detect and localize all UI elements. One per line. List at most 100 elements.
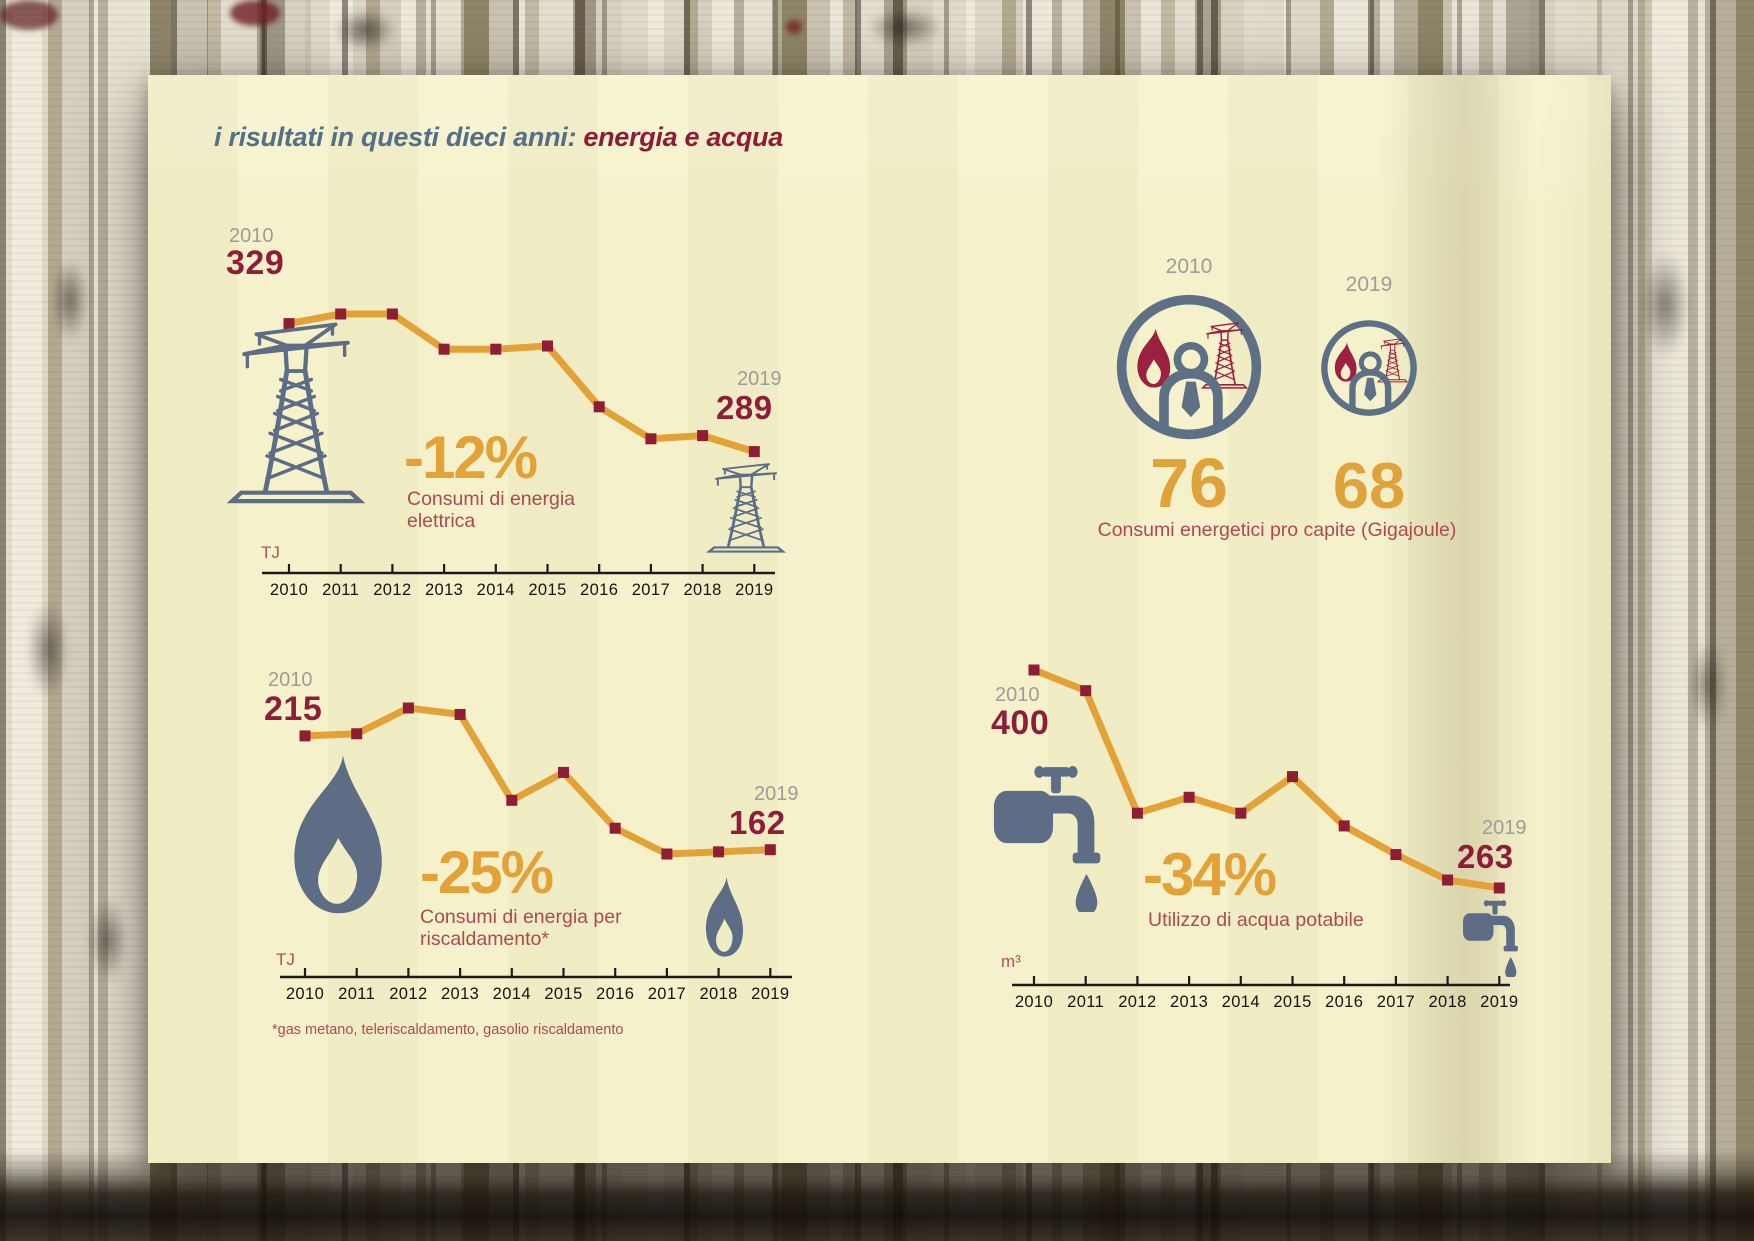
axis-year-label: 2013 — [425, 581, 463, 599]
chart2-unit-label: TJ — [276, 950, 295, 969]
chart2-end-year-label: 2019 — [754, 783, 799, 805]
trend-line — [1030, 666, 1503, 892]
axis-year-label: 2012 — [1118, 993, 1156, 1011]
axis-year-label: 2013 — [1170, 993, 1208, 1011]
chart3-unit-label: m³ — [1001, 952, 1021, 971]
axis-year-label: 2013 — [441, 985, 479, 1003]
data-point-marker — [609, 822, 621, 834]
data-point-marker — [593, 401, 605, 413]
data-point-marker — [1235, 807, 1247, 819]
data-point-marker — [764, 844, 776, 856]
percapita-caption: Consumi energetici pro capite (Gigajoule… — [1097, 519, 1457, 541]
birch-knot — [1680, 620, 1736, 750]
energy-person-badge-icon — [1112, 290, 1266, 444]
red-leaf-spot — [786, 20, 802, 34]
data-point-marker — [386, 308, 398, 320]
axis-year-label: 2019 — [751, 985, 789, 1003]
chart2-footnote: *gas metano, teleriscaldamento, gasolio … — [272, 1022, 624, 1038]
birch-knot — [80, 880, 136, 1000]
chart3-delta-percent: -34% — [1143, 841, 1277, 908]
axis-year-label: 2010 — [1015, 993, 1053, 1011]
faucet-drop-icon — [990, 760, 1118, 912]
energy-person-badge-small-icon — [1318, 317, 1420, 419]
data-point-marker — [1131, 807, 1143, 819]
chart2-caption-line1: Consumi di energia per — [420, 906, 622, 928]
data-point-marker — [1028, 664, 1040, 676]
data-point-marker — [1442, 874, 1454, 886]
chart2-start-value: 215 — [264, 690, 323, 728]
water-usage-chart: 2010 2011 2012 2013 2014 2015 2016 2017 2018 2019 — [1012, 664, 1518, 1011]
chart1-start-year-label: 2010 — [229, 225, 274, 247]
axis-year-label: 2014 — [477, 581, 515, 599]
birch-knot — [850, 0, 960, 55]
flame-icon — [278, 753, 396, 918]
birch-knot — [44, 240, 96, 360]
chart1-caption-line2: elettrica — [407, 510, 476, 532]
percapita-value-2010: 76 — [1150, 444, 1228, 522]
percapita-year-2010-label: 2010 — [1165, 255, 1213, 278]
page-title-accent: energia e acqua — [576, 122, 783, 152]
axis-year-label: 2018 — [699, 985, 737, 1003]
axis-year-label: 2010 — [286, 985, 324, 1003]
percapita-year-2019-label: 2019 — [1345, 273, 1393, 296]
axis-year-label: 2017 — [648, 985, 686, 1003]
data-point-marker — [1338, 820, 1350, 832]
data-point-marker — [748, 446, 760, 458]
heating-consumption-chart: 2010 2011 2012 2013 2014 2015 2016 2017 2018 2019 — [280, 702, 792, 1003]
birch-knot — [320, 0, 410, 60]
axis-year-label: 2014 — [1222, 993, 1260, 1011]
axis-year-label: 2016 — [1325, 993, 1363, 1011]
axis-year-label: 2012 — [389, 985, 427, 1003]
chart1-caption: Consumi di energia elettrica — [407, 488, 575, 532]
data-point-marker — [454, 708, 466, 720]
data-point-marker — [351, 728, 363, 740]
chart2-caption-line2: riscaldamento* — [420, 928, 549, 950]
axis-year-label: 2019 — [735, 581, 773, 599]
axis-year-label: 2017 — [632, 581, 670, 599]
data-point-marker — [1287, 771, 1298, 783]
chart1-caption-line1: Consumi di energia — [407, 488, 576, 510]
axis-year-label: 2016 — [596, 985, 634, 1003]
axis-year-label: 2010 — [270, 581, 308, 599]
data-point-marker — [1390, 849, 1402, 861]
page-title-main: i risultati in questi dieci anni: — [214, 122, 577, 152]
axis-year-label: 2016 — [580, 581, 618, 599]
axis-year-label: 2011 — [322, 581, 359, 599]
page-title: i risultati in questi dieci anni: energi… — [214, 122, 783, 153]
axis-year-label: 2015 — [1273, 993, 1311, 1011]
data-point-marker — [438, 343, 450, 355]
red-leaf-spot — [0, 0, 58, 30]
faucet-small-icon — [1461, 897, 1527, 977]
red-leaf-spot — [230, 0, 280, 26]
data-point-marker — [335, 308, 347, 320]
axis-year-label: 2018 — [1428, 993, 1466, 1011]
chart2-start-year-label: 2010 — [268, 669, 313, 691]
chart3-end-value: 263 — [1457, 838, 1514, 875]
data-point-marker — [506, 794, 518, 806]
chart1-unit-label: TJ — [261, 543, 280, 562]
axis-year-label: 2015 — [544, 985, 582, 1003]
chart1-end-value: 289 — [716, 389, 773, 426]
data-point-marker — [542, 340, 553, 352]
electricity-consumption-chart: 2010 2011 2012 2013 2014 2015 2016 2017 2018 2019 — [262, 308, 775, 599]
data-point-marker — [299, 730, 311, 742]
axis-year-label: 2011 — [1067, 993, 1104, 1011]
chart3-start-value: 400 — [991, 704, 1050, 742]
chart3-end-year-label: 2019 — [1482, 817, 1527, 839]
chart1-start-value: 329 — [226, 244, 285, 282]
chart3-start-year-label: 2010 — [995, 684, 1040, 706]
axis-year-label: 2017 — [1377, 993, 1415, 1011]
data-point-marker — [645, 433, 657, 445]
chart2-caption: Consumi di energia per riscaldamento* — [420, 906, 622, 950]
trend-line — [301, 704, 774, 858]
transmission-pylon-icon — [220, 306, 372, 504]
chart1-delta-percent: -12% — [404, 424, 538, 491]
data-point-marker — [1080, 685, 1092, 697]
data-point-marker — [697, 430, 709, 442]
data-point-marker — [558, 766, 569, 778]
report-page — [148, 75, 1611, 1163]
birch-knot — [1630, 230, 1700, 380]
transmission-pylon-small-icon — [702, 455, 790, 553]
data-point-marker — [402, 702, 414, 714]
